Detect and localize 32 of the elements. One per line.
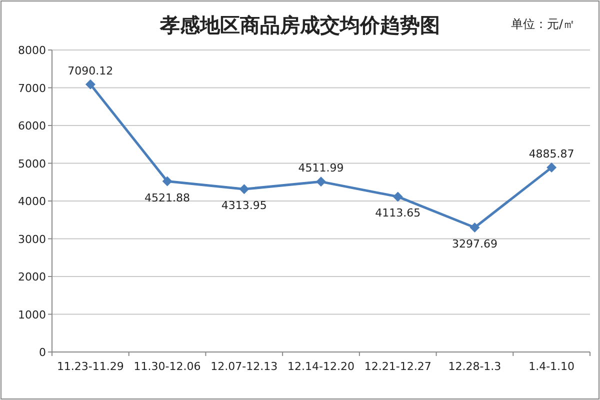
text: 单位：元/㎡ — [510, 17, 575, 31]
data-label: 7090.12 — [68, 64, 114, 78]
x-tick-label: 11.23-11.29 — [56, 360, 124, 373]
data-label: 3297.69 — [452, 238, 498, 251]
y-tick-label: 2000 — [18, 270, 46, 284]
x-tick-label: 12.28-1.3 — [448, 360, 502, 373]
data-label: 4313.95 — [221, 199, 267, 212]
x-tick-label: 12.21-12.27 — [364, 360, 432, 373]
y-tick-label: 0 — [39, 346, 46, 359]
point — [239, 184, 250, 194]
y-tick-label: 1000 — [18, 308, 46, 322]
y-tick-label: 5000 — [18, 157, 46, 170]
x-tick-label: 12.07-12.13 — [210, 360, 278, 373]
data-label: 4521.88 — [144, 191, 190, 204]
chart-title: 孝感地区商品房成交均价趋势图 — [159, 13, 440, 37]
point — [470, 222, 480, 233]
y-tick-label: 3000 — [18, 232, 46, 246]
data-label: 4885.87 — [528, 148, 574, 161]
y-tick-label: 7000 — [18, 82, 46, 95]
y-tick-label: 6000 — [18, 120, 46, 132]
data-label: 4511.99 — [298, 162, 344, 175]
y-tick-label: 8000 — [18, 44, 46, 57]
x-tick-label: 11.30-12.06 — [134, 360, 201, 373]
point — [85, 79, 96, 90]
point — [316, 176, 326, 187]
point — [392, 192, 403, 202]
point — [162, 176, 172, 186]
x-tick-label: 1.4-1.10 — [528, 360, 575, 373]
point — [546, 162, 557, 173]
y-tick-label: 4000 — [18, 195, 46, 208]
data-label: 4113.65 — [375, 206, 421, 220]
x-tick-label: 12.14-12.20 — [288, 360, 354, 373]
